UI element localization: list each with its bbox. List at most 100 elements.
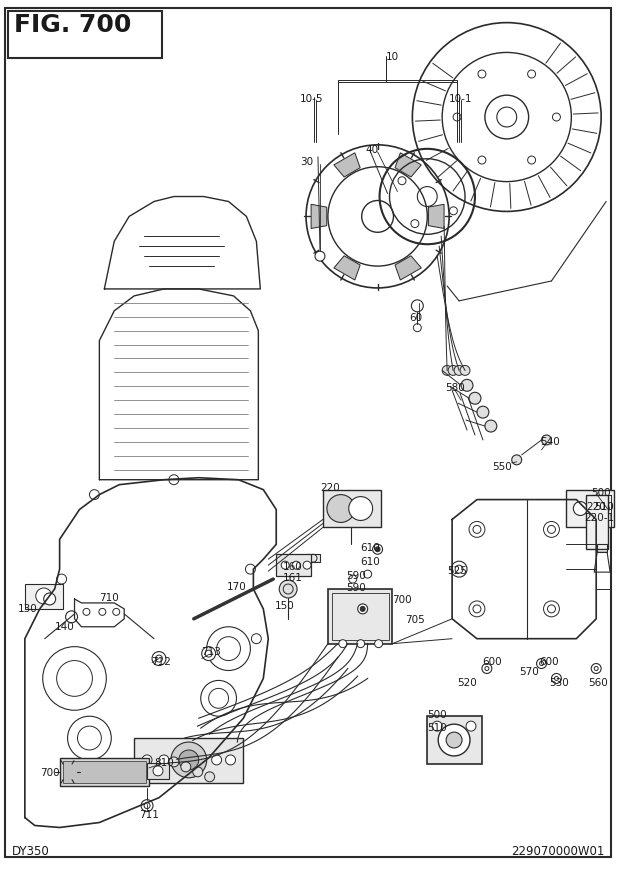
Circle shape xyxy=(460,366,470,375)
Circle shape xyxy=(113,608,120,615)
Circle shape xyxy=(193,766,203,777)
Circle shape xyxy=(226,755,236,765)
Bar xyxy=(328,589,392,644)
Circle shape xyxy=(442,366,452,375)
Circle shape xyxy=(56,574,66,584)
Text: 530: 530 xyxy=(549,679,569,688)
Text: 220-1: 220-1 xyxy=(584,514,614,523)
Circle shape xyxy=(591,664,601,673)
Circle shape xyxy=(574,501,587,515)
Circle shape xyxy=(281,561,289,569)
Text: 510: 510 xyxy=(594,501,614,512)
Text: 580: 580 xyxy=(445,383,465,394)
Text: 705: 705 xyxy=(405,615,425,625)
Circle shape xyxy=(448,366,458,375)
Circle shape xyxy=(528,156,536,164)
Text: 525: 525 xyxy=(447,567,467,576)
Circle shape xyxy=(36,588,51,604)
Circle shape xyxy=(482,664,492,673)
Circle shape xyxy=(181,762,191,772)
Circle shape xyxy=(461,380,473,391)
Text: 600: 600 xyxy=(482,657,502,667)
Circle shape xyxy=(375,547,380,552)
Circle shape xyxy=(83,608,90,615)
Circle shape xyxy=(544,601,559,617)
Circle shape xyxy=(89,489,99,500)
Circle shape xyxy=(358,604,368,614)
Text: 550: 550 xyxy=(492,461,512,472)
Circle shape xyxy=(453,113,461,121)
Circle shape xyxy=(171,742,206,778)
Polygon shape xyxy=(334,255,360,280)
Text: 140: 140 xyxy=(55,622,74,632)
Text: 700: 700 xyxy=(40,768,60,778)
Circle shape xyxy=(292,561,300,569)
Circle shape xyxy=(528,70,536,78)
Circle shape xyxy=(44,593,56,605)
Circle shape xyxy=(551,673,562,683)
Text: 40: 40 xyxy=(366,145,379,155)
Polygon shape xyxy=(395,153,422,177)
Text: 60: 60 xyxy=(409,313,422,322)
Circle shape xyxy=(412,300,423,312)
Circle shape xyxy=(179,750,199,770)
Text: 570: 570 xyxy=(520,667,539,677)
Text: 161: 161 xyxy=(283,574,303,583)
Text: 229070000W01: 229070000W01 xyxy=(511,846,604,859)
Circle shape xyxy=(466,721,476,731)
Bar xyxy=(323,489,381,527)
Circle shape xyxy=(451,561,467,577)
Circle shape xyxy=(438,724,470,756)
Circle shape xyxy=(201,680,236,716)
Text: 560: 560 xyxy=(588,679,608,688)
Circle shape xyxy=(478,70,486,78)
Polygon shape xyxy=(334,153,360,177)
Circle shape xyxy=(303,561,311,569)
Circle shape xyxy=(469,521,485,537)
Circle shape xyxy=(211,755,221,765)
Bar xyxy=(63,761,146,783)
Text: 10-5: 10-5 xyxy=(300,94,324,104)
Circle shape xyxy=(141,799,153,812)
Circle shape xyxy=(169,757,179,766)
Bar xyxy=(567,489,614,527)
Circle shape xyxy=(43,647,106,710)
Text: 711: 711 xyxy=(139,810,159,819)
Text: 510: 510 xyxy=(427,723,447,733)
Circle shape xyxy=(349,496,373,521)
Text: 500: 500 xyxy=(591,488,611,498)
Circle shape xyxy=(469,392,481,404)
Circle shape xyxy=(544,521,559,537)
Circle shape xyxy=(432,721,442,731)
Text: 130: 130 xyxy=(18,604,38,614)
Circle shape xyxy=(512,454,521,465)
Circle shape xyxy=(279,580,297,598)
Text: 590: 590 xyxy=(346,583,366,593)
Bar xyxy=(60,758,149,786)
Circle shape xyxy=(478,156,486,164)
Bar xyxy=(587,494,608,549)
Bar xyxy=(277,554,311,576)
Text: 710: 710 xyxy=(99,593,119,603)
Circle shape xyxy=(414,324,422,332)
Circle shape xyxy=(99,608,106,615)
Polygon shape xyxy=(395,255,422,280)
Circle shape xyxy=(246,564,255,574)
Circle shape xyxy=(469,601,485,617)
Circle shape xyxy=(251,634,262,644)
Circle shape xyxy=(360,607,365,612)
Circle shape xyxy=(552,113,560,121)
Text: 160: 160 xyxy=(283,562,303,572)
Circle shape xyxy=(159,755,169,765)
Circle shape xyxy=(142,755,152,765)
Text: 220: 220 xyxy=(587,501,606,512)
Circle shape xyxy=(152,652,166,666)
Bar xyxy=(147,763,169,779)
Polygon shape xyxy=(311,204,327,229)
Bar xyxy=(332,593,389,640)
Circle shape xyxy=(485,420,497,432)
Circle shape xyxy=(339,640,347,647)
Circle shape xyxy=(364,570,371,578)
Circle shape xyxy=(315,251,325,261)
Text: 610: 610 xyxy=(361,557,381,567)
